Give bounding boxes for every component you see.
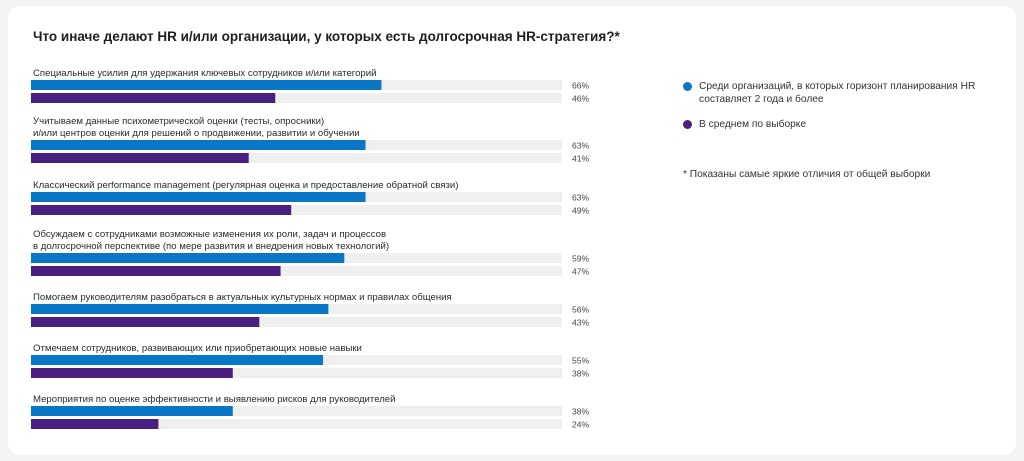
legend-swatch-purple <box>683 120 692 129</box>
data-label: 38% <box>572 407 590 417</box>
data-label: 47% <box>572 267 590 277</box>
data-label: 59% <box>572 254 590 264</box>
bar-hr-strategy <box>31 253 345 263</box>
bar-hr-strategy <box>31 304 329 314</box>
legend-label-average: В среднем по выборке <box>699 119 807 130</box>
bar-average <box>31 317 260 327</box>
bar-track <box>31 317 562 327</box>
bar-average <box>31 368 233 378</box>
category-label: Мероприятия по оценке эффективности и вы… <box>33 394 396 405</box>
bar-average <box>31 205 292 215</box>
category-label: и/или центров оценки для решений о продв… <box>33 128 360 139</box>
data-label: 49% <box>572 206 590 216</box>
category-label: Отмечаем сотрудников, развивающих или пр… <box>33 343 362 354</box>
bar-hr-strategy <box>31 406 233 416</box>
legend: Среди организаций, в которых горизонт пл… <box>683 80 1003 143</box>
category-label: в долгосрочной перспективе (по мере разв… <box>33 241 389 252</box>
bar-track <box>31 205 562 215</box>
bar-average <box>31 93 276 103</box>
bar-average <box>31 419 159 429</box>
bar-average <box>31 153 249 163</box>
category-label: Классический performance management (рег… <box>33 180 459 191</box>
bar-hr-strategy <box>31 192 366 202</box>
data-label: 43% <box>572 318 590 328</box>
data-label: 24% <box>572 420 590 430</box>
data-label: 41% <box>572 154 590 164</box>
chart-title: Что иначе делают HR и/или организации, у… <box>33 29 620 44</box>
bar-average <box>31 266 281 276</box>
data-label: 66% <box>572 81 590 91</box>
bar-hr-strategy <box>31 80 382 90</box>
category-label: Помогаем руководителям разобраться в акт… <box>33 292 452 303</box>
data-label: 63% <box>572 141 590 151</box>
bar-track <box>31 368 562 378</box>
legend-item-hr-strategy: Среди организаций, в которых горизонт пл… <box>683 80 1003 106</box>
category-label: Учитываем данные психометрической оценки… <box>33 116 324 127</box>
bar-track <box>31 93 562 103</box>
legend-swatch-blue <box>683 82 692 91</box>
legend-item-average: В среднем по выборке <box>683 118 1003 131</box>
bar-track <box>31 406 562 416</box>
data-label: 55% <box>572 356 590 366</box>
data-label: 63% <box>572 193 590 203</box>
category-label: Обсуждаем с сотрудниками возможные измен… <box>33 229 386 240</box>
bar-track <box>31 266 562 276</box>
bar-hr-strategy <box>31 140 366 150</box>
data-label: 46% <box>572 94 590 104</box>
data-label: 38% <box>572 369 590 379</box>
bar-hr-strategy <box>31 355 324 365</box>
bar-track <box>31 153 562 163</box>
category-label: Специальные усилия для удержания ключевы… <box>33 68 376 79</box>
bar-track <box>31 419 562 429</box>
data-label: 56% <box>572 305 590 315</box>
footnote: * Показаны самые яркие отличия от общей … <box>683 169 931 180</box>
legend-label-hr-strategy: Среди организаций, в которых горизонт пл… <box>699 81 976 105</box>
